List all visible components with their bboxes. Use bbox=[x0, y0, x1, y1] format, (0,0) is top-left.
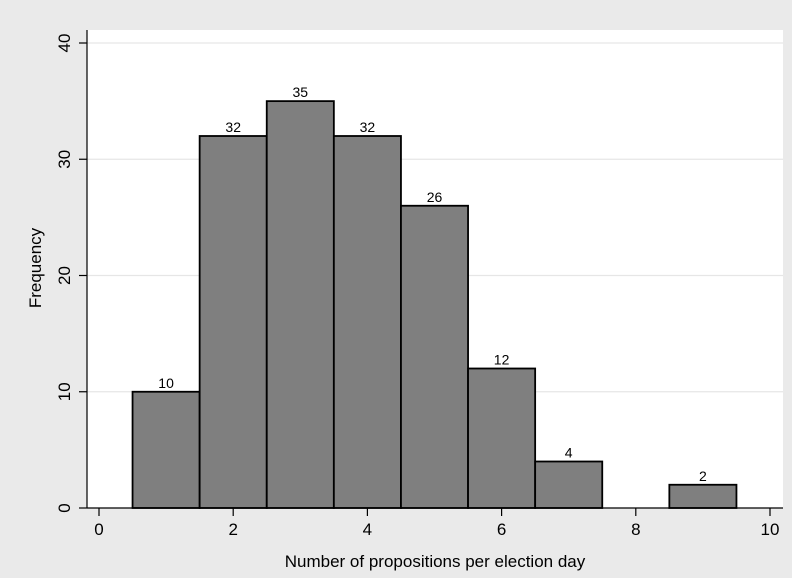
bar-label-x5: 26 bbox=[427, 189, 443, 205]
x-tick-label-6: 6 bbox=[497, 520, 506, 539]
x-tick-label-10: 10 bbox=[761, 520, 780, 539]
y-tick-label-0: 0 bbox=[55, 503, 74, 512]
y-axis-title: Frequency bbox=[26, 227, 45, 308]
bar-label-x2: 32 bbox=[225, 119, 241, 135]
bar-x2 bbox=[198, 135, 268, 509]
y-tick-label-40: 40 bbox=[55, 34, 74, 53]
y-tick-label-30: 30 bbox=[55, 150, 74, 169]
axes: 0 2 4 6 8 10 0 10 20 30 40 bbox=[55, 30, 783, 539]
bar-label-x3: 35 bbox=[293, 84, 309, 100]
y-tick-label-10: 10 bbox=[55, 382, 74, 401]
bar-x7 bbox=[534, 460, 604, 509]
bar-x9 bbox=[668, 483, 738, 509]
x-tick-label-2: 2 bbox=[228, 520, 237, 539]
x-tick-label-4: 4 bbox=[363, 520, 372, 539]
bar-label-x7: 4 bbox=[565, 445, 573, 461]
x-tick-label-8: 8 bbox=[631, 520, 640, 539]
bar-x4 bbox=[332, 135, 402, 509]
bar-label-x6: 12 bbox=[494, 352, 510, 368]
x-axis-title: Number of propositions per election day bbox=[285, 552, 586, 571]
bar-x1 bbox=[131, 390, 201, 509]
x-tick-label-0: 0 bbox=[94, 520, 103, 539]
bar-label-x9: 2 bbox=[699, 468, 707, 484]
y-tick-label-20: 20 bbox=[55, 266, 74, 285]
bar-label-x4: 32 bbox=[360, 119, 376, 135]
data-labels: 10 32 35 32 26 12 4 2 bbox=[158, 84, 707, 484]
bar-x6 bbox=[467, 367, 537, 509]
bar-label-x1: 10 bbox=[158, 375, 174, 391]
bar-x3 bbox=[265, 100, 335, 509]
bar-x5 bbox=[400, 204, 469, 509]
